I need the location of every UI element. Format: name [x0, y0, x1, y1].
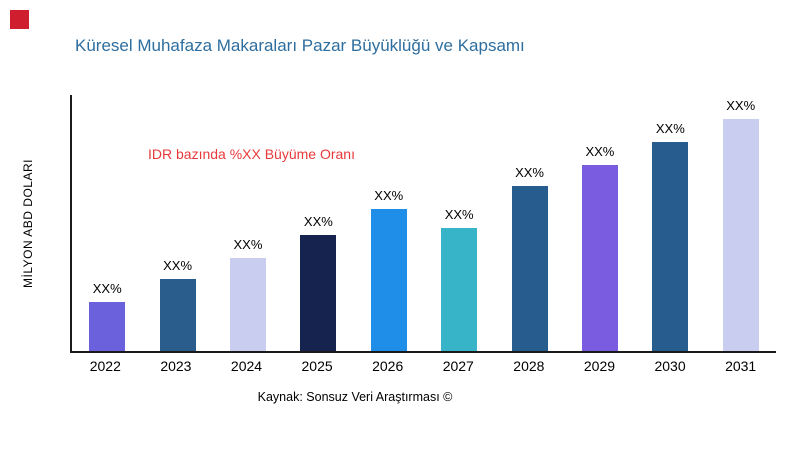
x-tick-2028: 2028: [513, 358, 545, 374]
bar-group-2028: XX%: [494, 165, 564, 351]
bar-2028: [511, 186, 548, 351]
bar-2031: [722, 119, 759, 351]
x-tick-2022: 2022: [89, 358, 121, 374]
x-tick-2027: 2027: [442, 358, 474, 374]
bar-group-2027: XX%: [424, 207, 494, 351]
x-tick-2030: 2030: [654, 358, 686, 374]
bar-value-label-2026: XX%: [374, 188, 404, 203]
bars-row: XX% XX% XX% XX% XX% XX% XX% XX% XX% XX%: [72, 95, 776, 351]
growth-annotation: IDR bazında %XX Büyüme Oranı: [148, 146, 355, 162]
x-tick-2029: 2029: [583, 358, 616, 374]
bar-value-label-2025: XX%: [303, 214, 333, 229]
chart-title: Küresel Muhafaza Makaraları Pazar Büyükl…: [75, 36, 525, 55]
bar-group-2022: XX%: [72, 281, 142, 351]
bar-value-label-2022: XX%: [92, 281, 122, 296]
bar-value-label-2023: XX%: [163, 258, 193, 273]
bar-2029: [581, 165, 618, 351]
bar-2022: [89, 302, 126, 351]
x-axis-labels: 2022 2023 2024 2025 2026 2027 2028 2029 2030 2031: [70, 358, 776, 374]
x-tick-2026: 2026: [372, 358, 404, 374]
plot-area: XX% XX% XX% XX% XX% XX% XX% XX% XX% XX%: [70, 95, 776, 353]
x-tick-2031: 2031: [725, 358, 757, 374]
bar-group-2024: XX%: [213, 237, 283, 351]
bar-value-label-2024: XX%: [233, 237, 263, 252]
x-tick-2025: 2025: [301, 358, 333, 374]
bar-2025: [300, 235, 337, 351]
x-tick-2024: 2024: [230, 358, 263, 374]
brand-square: [10, 10, 29, 29]
bar-group-2030: XX%: [635, 121, 705, 351]
source-note: Kaynak: Sonsuz Veri Araştırması ©: [257, 390, 453, 404]
bar-value-label-2030: XX%: [655, 121, 685, 136]
bar-group-2031: XX%: [706, 98, 776, 351]
bar-2026: [370, 209, 407, 351]
bar-value-label-2029: XX%: [585, 144, 615, 159]
bar-group-2026: XX%: [354, 188, 424, 351]
y-axis-label: MİLYON ABD DOLARI: [21, 159, 35, 289]
bar-value-label-2028: XX%: [515, 165, 544, 180]
bar-group-2023: XX%: [142, 258, 212, 351]
bar-group-2025: XX%: [283, 214, 353, 351]
bar-2024: [229, 258, 266, 351]
bar-2030: [652, 142, 689, 351]
bar-group-2029: XX%: [565, 144, 635, 351]
bar-value-label-2031: XX%: [726, 98, 756, 113]
bar-value-label-2027: XX%: [444, 207, 474, 222]
bar-2027: [441, 228, 478, 351]
x-tick-2023: 2023: [160, 358, 192, 374]
bar-2023: [159, 279, 196, 351]
